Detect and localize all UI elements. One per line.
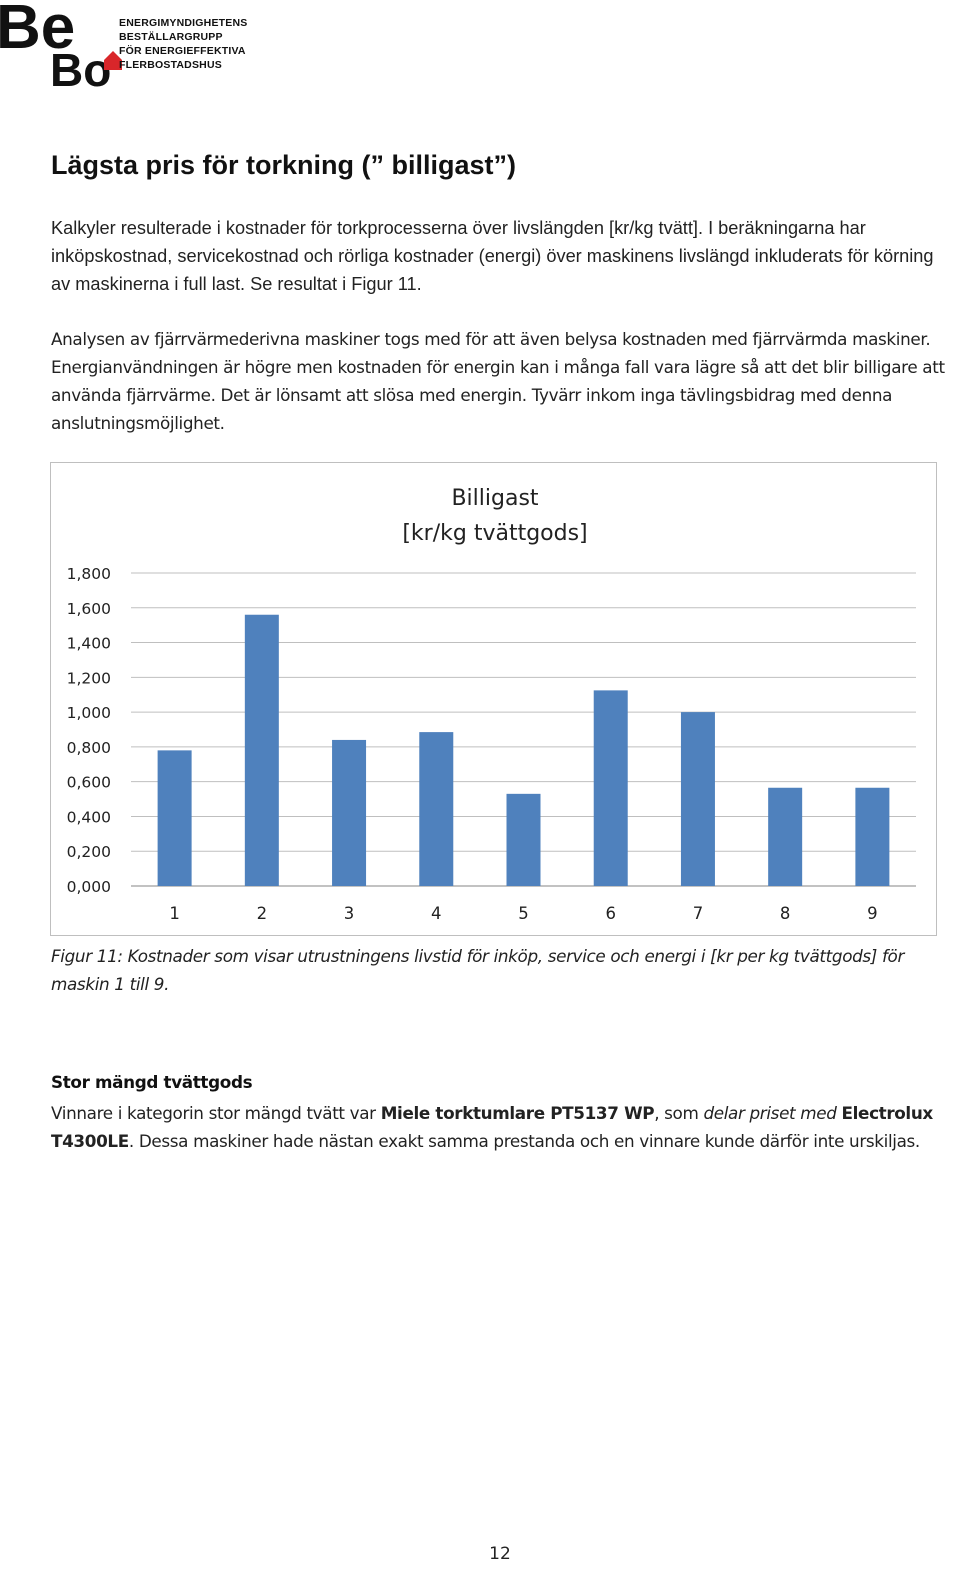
x-tick-label: 6	[605, 904, 616, 923]
winner-text-1: Vinnare i kategorin stor mängd tvätt var	[51, 1103, 381, 1123]
y-tick-label: 0,400	[67, 808, 111, 826]
section-heading: Lägsta pris för torkning (” billigast”)	[51, 150, 517, 180]
x-tick-label: 8	[780, 904, 791, 923]
svg-text:Be: Be	[0, 0, 75, 62]
winner-shared-text: delar priset med	[703, 1103, 837, 1123]
x-tick-label: 3	[344, 904, 355, 923]
winner-machine-2: Electrolux T4300LE	[51, 1103, 933, 1151]
x-tick-label: 7	[693, 904, 704, 923]
paragraph-district-heating: Analysen av fjärrvärmederivna maskiner t…	[51, 329, 945, 433]
chart-title: Billigast	[451, 486, 538, 511]
subsection-heading: Stor mängd tvättgods	[51, 1072, 253, 1092]
bar	[506, 793, 541, 886]
bar	[332, 739, 367, 886]
bar	[680, 712, 715, 886]
y-tick-label: 1,000	[67, 704, 111, 722]
x-tick-label: 4	[431, 904, 442, 923]
bebo-logo: Be Bo ENERGIMYNDIGHETENS BESTÄLLARGRUPP …	[0, 0, 340, 92]
bar	[419, 732, 454, 886]
x-tick-label: 2	[257, 904, 268, 923]
org-name: ENERGIMYNDIGHETENS BESTÄLLARGRUPP FÖR EN…	[119, 16, 340, 72]
y-tick-label: 1,200	[67, 669, 111, 687]
bar	[244, 614, 279, 886]
chart-subtitle: [kr/kg tvättgods]	[402, 521, 587, 546]
bar	[855, 787, 890, 886]
winner-text-2: , som	[654, 1103, 704, 1123]
cost-chart: Billigast [kr/kg tvättgods] 0,000 0,200 0,…	[50, 462, 937, 936]
paragraph-winner: Vinnare i kategorin stor mängd tvätt var…	[51, 1099, 951, 1155]
winner-machine-1: Miele torktumlare PT5137 WP	[380, 1103, 655, 1123]
x-tick-label: 9	[867, 904, 878, 923]
svg-text:Bo: Bo	[50, 44, 111, 90]
bar	[768, 787, 803, 886]
y-tick-label: 0,000	[67, 878, 111, 896]
paragraph-costs: Kalkyler resulterade i kostnader för tor…	[51, 218, 934, 294]
y-tick-label: 0,600	[67, 774, 111, 792]
y-tick-label: 1,600	[67, 600, 111, 618]
bar	[593, 690, 628, 886]
bar	[157, 750, 192, 886]
y-tick-label: 1,800	[67, 565, 111, 583]
winner-text-4: . Dessa maskiner hade nästan exakt samma…	[128, 1131, 920, 1151]
bebo-logo-mark-icon: Be Bo	[0, 0, 122, 90]
page-number: 12	[489, 1544, 511, 1564]
y-tick-label: 0,200	[67, 843, 111, 861]
figure-caption: Figur 11: Kostnader som visar utrustning…	[51, 946, 905, 994]
cost-chart-svg: Billigast [kr/kg tvättgods] 0,000 0,200 0,…	[67, 486, 916, 923]
org-name-line-2: FÖR ENERGIEFFEKTIVA FLERBOSTADSHUS	[119, 45, 246, 71]
y-tick-label: 1,400	[67, 635, 111, 653]
x-tick-label: 1	[169, 904, 180, 923]
org-name-line-1: ENERGIMYNDIGHETENS BESTÄLLARGRUPP	[119, 17, 248, 43]
y-tick-label: 0,800	[67, 739, 111, 757]
x-tick-label: 5	[518, 904, 529, 923]
